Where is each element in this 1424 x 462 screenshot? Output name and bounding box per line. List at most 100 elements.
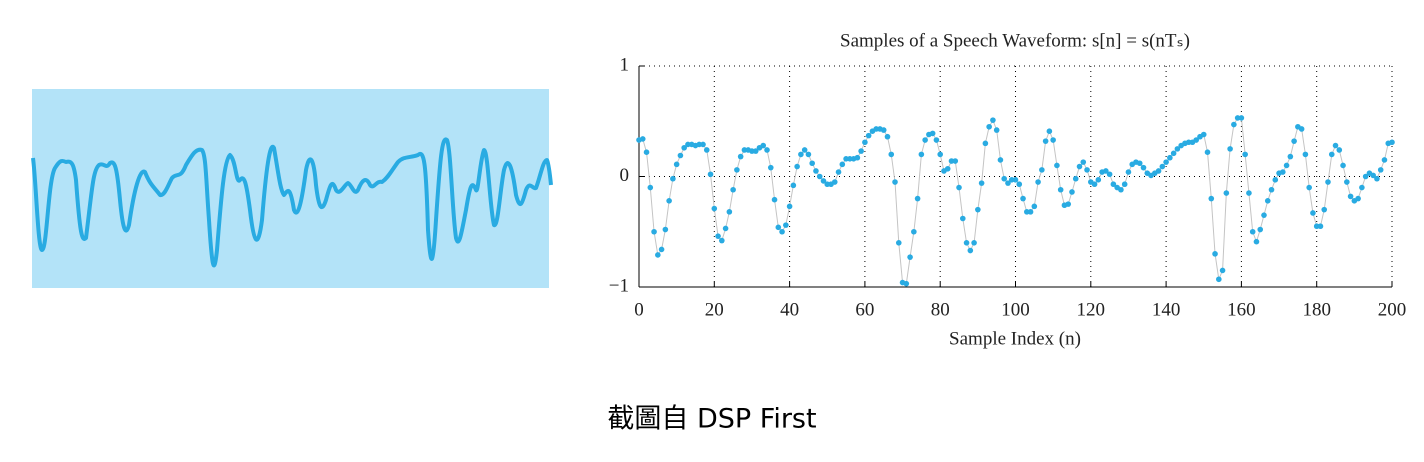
sample-dot — [730, 186, 736, 193]
sample-dot — [1069, 189, 1075, 195]
sample-dot — [794, 163, 800, 170]
y-tick-label: 0 — [620, 165, 630, 186]
sample-dot — [1121, 181, 1128, 188]
sample-dot — [1118, 186, 1124, 193]
sample-dot — [986, 123, 992, 130]
sample-dot — [1042, 138, 1049, 144]
sample-dot — [707, 171, 714, 178]
sample-dot — [1174, 146, 1181, 152]
sample-dot — [1321, 206, 1328, 213]
sample-dot — [914, 195, 921, 202]
sample-dot — [1204, 149, 1211, 155]
sample-dot — [783, 222, 789, 228]
sample-dot — [816, 173, 823, 180]
sample-dot — [1027, 209, 1034, 215]
sample-dot — [1238, 115, 1245, 121]
sample-dot — [681, 144, 687, 151]
sample-dot — [1020, 195, 1026, 202]
sample-dot — [1344, 179, 1350, 185]
sample-dot — [1310, 210, 1316, 216]
sample-dot — [764, 147, 770, 153]
x-tick-label: 0 — [634, 299, 644, 320]
sample-dot — [1050, 137, 1056, 143]
sample-dot — [1170, 150, 1177, 157]
chart-title: Samples of a Speech Waveform: s[n] = s(n… — [840, 30, 1190, 51]
sample-dot — [677, 152, 684, 159]
sample-dot — [767, 164, 774, 171]
sample-dot — [1231, 121, 1237, 128]
sample-dot — [651, 228, 657, 235]
sample-dot — [655, 252, 661, 258]
sample-dot — [1381, 157, 1388, 163]
sample-dot — [1325, 179, 1331, 185]
sample-dot — [1065, 201, 1072, 207]
sample-dot — [1377, 167, 1384, 173]
sample-dot — [1340, 162, 1346, 169]
x-tick-label: 20 — [705, 299, 724, 320]
sample-dot — [1054, 162, 1060, 169]
sample-dot — [1268, 186, 1275, 193]
sample-dot — [997, 157, 1004, 163]
sample-dot — [1223, 190, 1230, 196]
sample-dot — [1302, 151, 1309, 158]
sample-dot — [711, 205, 718, 212]
sample-dot — [922, 137, 928, 143]
sample-dot — [1072, 175, 1079, 182]
sample-dot — [1155, 168, 1162, 174]
sample-dot — [726, 209, 733, 215]
sample-dot — [892, 179, 898, 185]
sample-dot — [1136, 160, 1143, 167]
sample-dot — [1163, 159, 1169, 165]
sample-dot — [1298, 126, 1305, 132]
sample-dot — [639, 136, 646, 142]
sample-dot — [1167, 154, 1173, 161]
sample-dot — [1035, 179, 1041, 185]
sample-dot — [1125, 169, 1132, 175]
sample-dot — [911, 228, 917, 235]
sample-dot — [1001, 175, 1008, 182]
sample-dot — [1084, 167, 1090, 173]
sample-dot — [1212, 251, 1218, 257]
sample-dot — [1095, 177, 1102, 183]
sample-dot — [929, 130, 936, 137]
sample-dot — [673, 161, 680, 168]
sample-dot — [1374, 175, 1380, 182]
sample-dot — [1257, 226, 1264, 233]
sample-dot — [1103, 168, 1109, 174]
sample-dot — [786, 203, 793, 210]
sample-dot — [975, 206, 981, 213]
sample-dot — [971, 240, 977, 246]
sample-dot — [1208, 195, 1215, 202]
sample-dot — [813, 168, 819, 174]
sample-dot — [760, 142, 767, 149]
sample-dot — [937, 151, 943, 158]
sample-dot — [1091, 181, 1098, 188]
sample-dot — [967, 247, 974, 254]
x-tick-label: 120 — [1077, 299, 1106, 320]
sample-dot — [1159, 163, 1166, 170]
sample-dot — [1031, 203, 1038, 210]
sample-dot — [643, 149, 650, 155]
x-axis-label: Sample Index (n) — [949, 328, 1081, 349]
sample-dot — [1291, 138, 1297, 144]
sample-dot — [862, 139, 868, 146]
x-tick-label: 100 — [1001, 299, 1030, 320]
sample-dot — [662, 226, 669, 233]
sample-dot — [805, 151, 812, 158]
sample-dot — [670, 175, 676, 182]
sample-dot — [734, 167, 740, 173]
sample-dot — [1355, 195, 1361, 202]
sample-dot — [1249, 228, 1256, 235]
sample-dot — [1283, 162, 1290, 169]
sample-dot — [990, 117, 996, 123]
sample-dot — [737, 153, 744, 160]
sample-dot — [1200, 131, 1207, 138]
sample-dot — [779, 228, 785, 235]
sample-dot — [1216, 276, 1222, 283]
sample-dot — [666, 198, 672, 204]
sample-dot — [854, 154, 861, 161]
sample-dot — [722, 225, 729, 232]
sample-dot — [880, 127, 887, 133]
sample-dot — [1336, 147, 1343, 153]
